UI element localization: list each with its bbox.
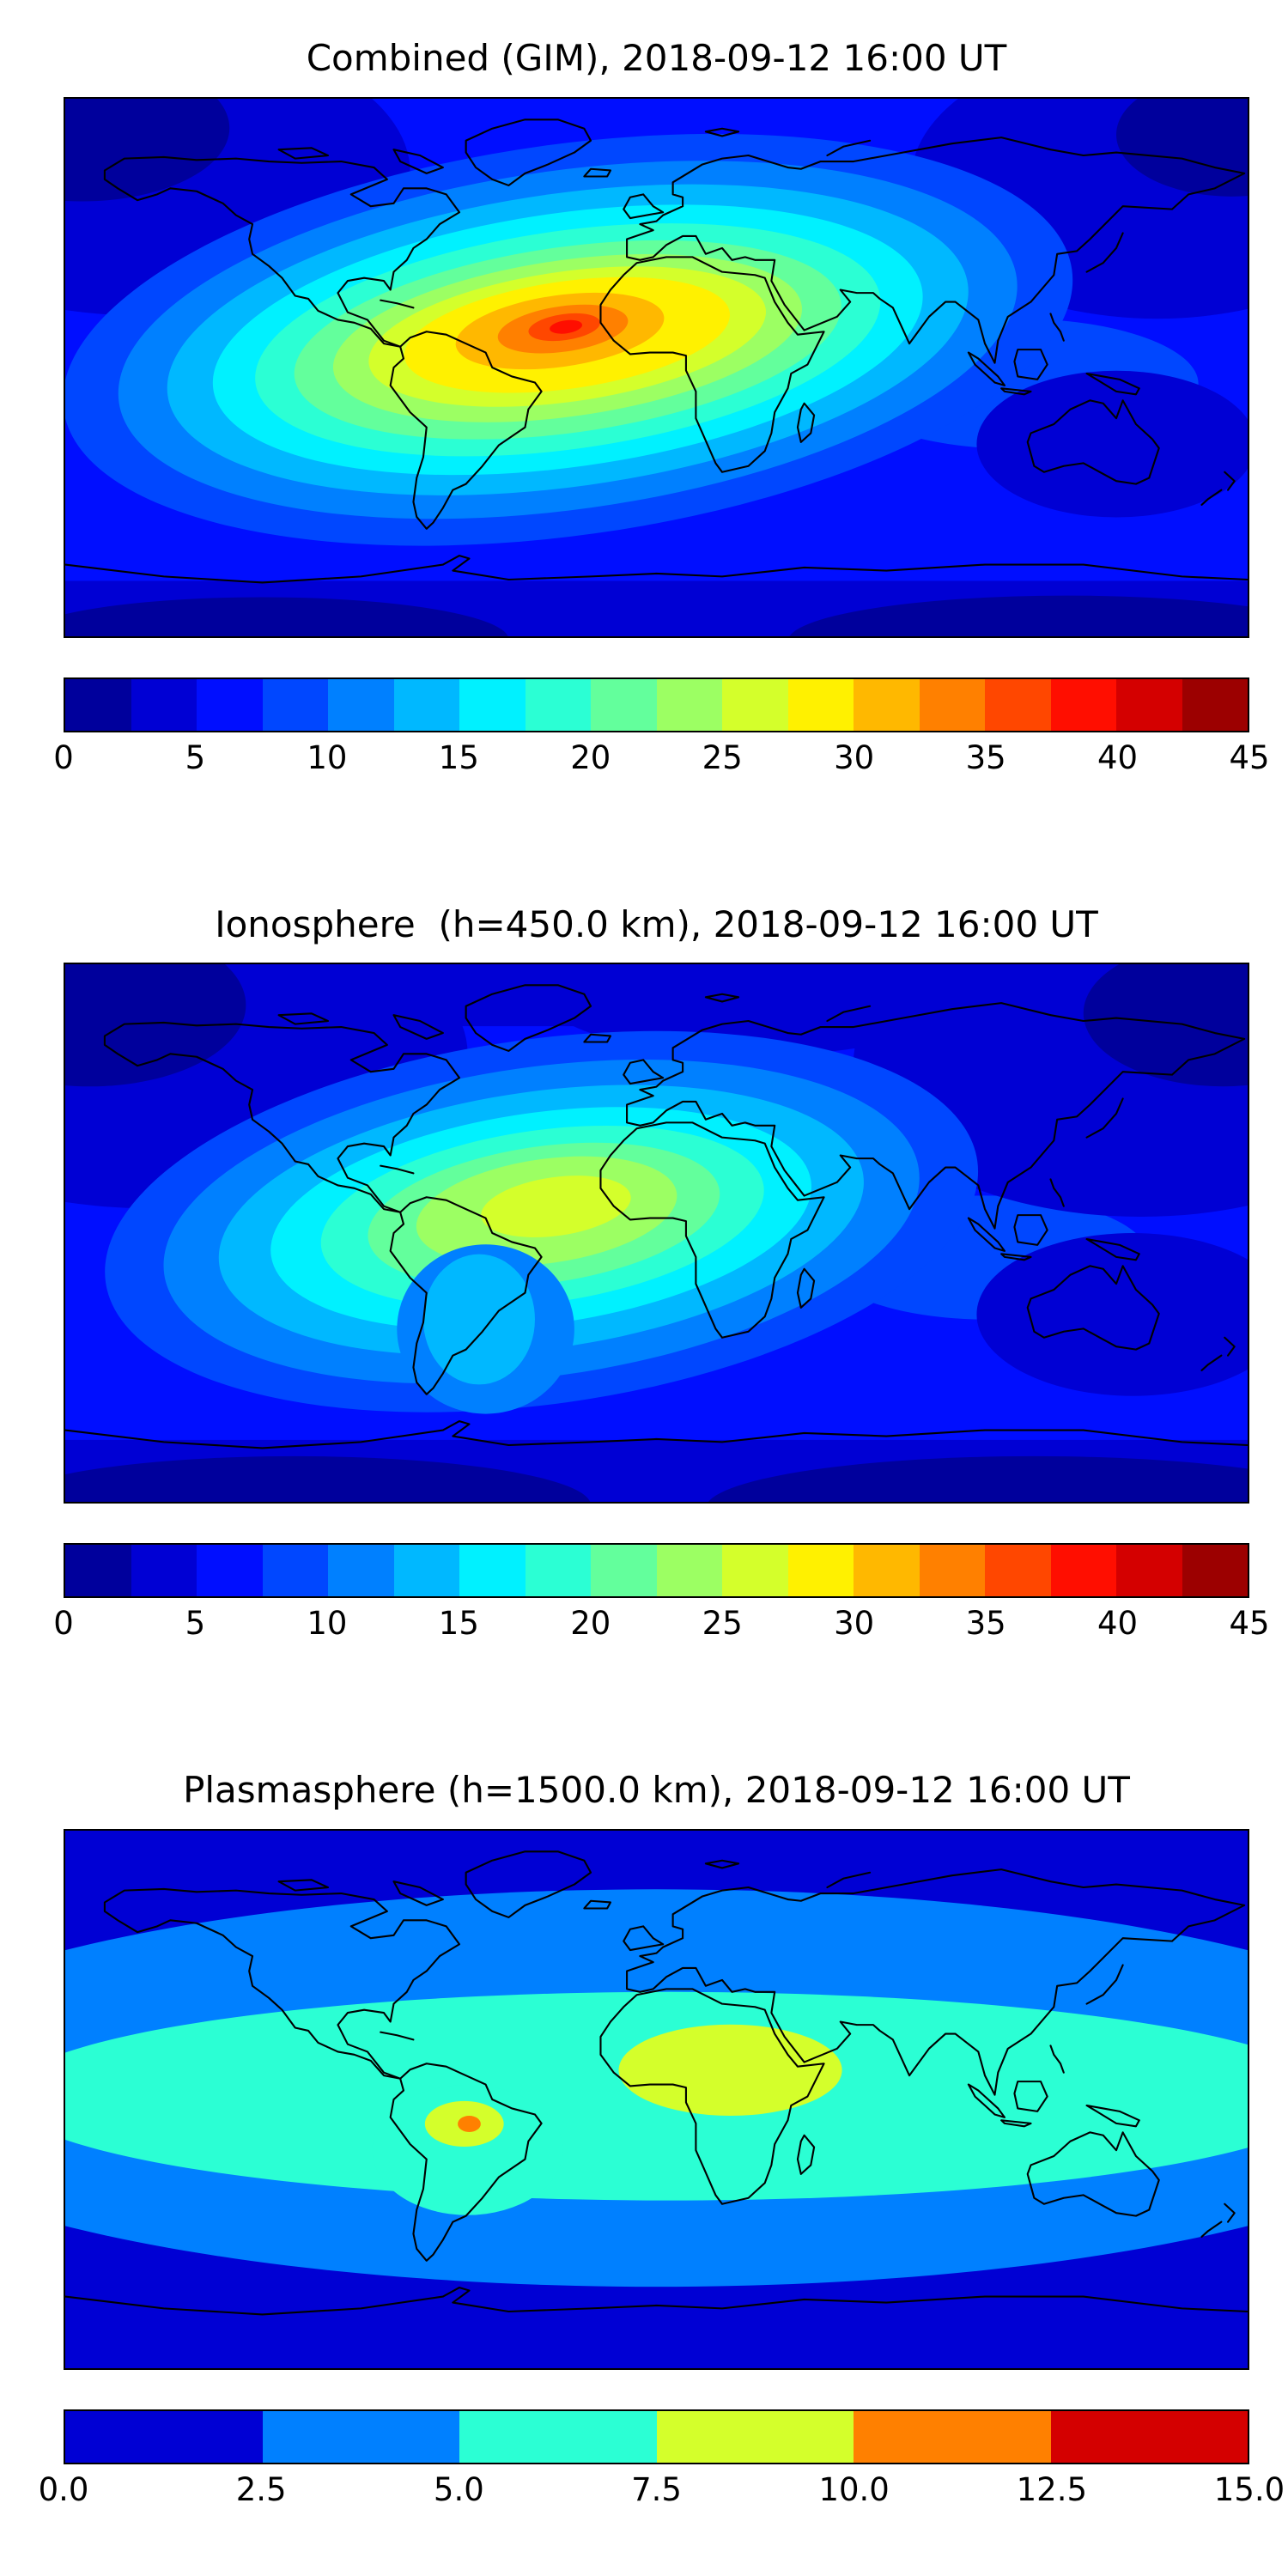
colorbar-segment [459, 2410, 657, 2463]
panel-title-combined: Combined (GIM), 2018-09-12 16:00 UT [306, 37, 1007, 79]
colorbar-tick-label: 35 [965, 738, 1006, 776]
colorbar-tick-label: 30 [834, 738, 875, 776]
map-plasmasphere-svg [65, 1830, 1248, 2368]
figure-page: Combined (GIM), 2018-09-12 16:00 UT [39, 36, 1285, 2514]
colorbar-tick-label: 2.5 [235, 2470, 287, 2508]
colorbar-strip [64, 677, 1249, 732]
colorbar-segment [591, 1545, 657, 1596]
panel-plasmasphere: Plasmasphere (h=1500.0 km), 2018-09-12 1… [39, 1768, 1285, 2514]
colorbar-tick-label: 40 [1097, 738, 1139, 776]
colorbar-segment [262, 678, 328, 731]
colorbar-tick-label: 15 [438, 738, 479, 776]
colorbar-segment [525, 1545, 591, 1596]
panel-ionosphere: Ionosphere (h=450.0 km), 2018-09-12 16:0… [53, 902, 1270, 1649]
colorbar-tick-label: 25 [702, 1605, 743, 1642]
colorbar-tick-label: 40 [1097, 1605, 1139, 1642]
colorbar-tick-label: 5 [185, 1605, 206, 1642]
map-ionosphere-svg [65, 964, 1248, 1502]
colorbar-plasmasphere: 0.0 2.5 5.0 7.5 10.0 12.5 15.0 [39, 2409, 1285, 2514]
colorbar-segment [393, 678, 459, 731]
colorbar-segment [262, 2410, 459, 2463]
colorbar-segment [787, 1545, 854, 1596]
panel-combined: Combined (GIM), 2018-09-12 16:00 UT [53, 36, 1270, 782]
colorbar-segment [459, 678, 526, 731]
colorbar-tick-label: 5 [185, 738, 206, 776]
colorbar-segment [656, 678, 722, 731]
panel-title-ionosphere: Ionosphere (h=450.0 km), 2018-09-12 16:0… [215, 902, 1098, 945]
colorbar-segment [722, 678, 788, 731]
colorbar-segment [591, 678, 657, 731]
colorbar-segment [328, 1545, 394, 1596]
colorbar-tick-row: 0 5 10 15 20 25 30 35 40 45 [53, 738, 1269, 782]
colorbar-tick-label: 15 [438, 1605, 479, 1642]
colorbar-segment [459, 1545, 526, 1596]
colorbar-strip [64, 1543, 1249, 1598]
colorbar-segment [656, 1545, 722, 1596]
colorbar-tick-label: 30 [834, 1605, 875, 1642]
colorbar-tick-label: 0 [53, 738, 74, 776]
map-combined [64, 96, 1249, 638]
colorbar-segment [525, 678, 591, 731]
colorbar-tick-label: 7.5 [631, 2470, 682, 2508]
map-combined-svg [65, 98, 1248, 636]
colorbar-tick-row: 0 5 10 15 20 25 30 35 40 45 [53, 1605, 1269, 1648]
colorbar-segment [919, 678, 985, 731]
colorbar-tick-label: 0 [53, 1605, 74, 1642]
colorbar-segment [328, 678, 394, 731]
colorbar-segment [65, 2410, 263, 2463]
map-ionosphere [64, 963, 1249, 1504]
colorbar-segment [131, 678, 197, 731]
colorbar-segment [1050, 1545, 1116, 1596]
colorbar-segment [393, 1545, 459, 1596]
colorbar-tick-row: 0.0 2.5 5.0 7.5 10.0 12.5 15.0 [39, 2470, 1285, 2514]
colorbar-segment [854, 2410, 1051, 2463]
colorbar-segment [1182, 678, 1248, 731]
colorbar-strip [64, 2409, 1249, 2464]
low-tec-dark-regions [65, 964, 1248, 1502]
colorbar-segment [854, 678, 920, 731]
south-america-tail-bands [397, 1244, 574, 1414]
colorbar-segment [919, 1545, 985, 1596]
colorbar-segment [1116, 1545, 1182, 1596]
colorbar-segment [854, 1545, 920, 1596]
colorbar-tick-label: 10 [307, 1605, 348, 1642]
colorbar-segment [656, 2410, 854, 2463]
colorbar-segment [722, 1545, 788, 1596]
colorbar-segment [1050, 2410, 1248, 2463]
colorbar-segment [131, 1545, 197, 1596]
colorbar-tick-label: 15.0 [1213, 2470, 1285, 2508]
colorbar-tick-label: 10.0 [818, 2470, 890, 2508]
colorbar-segment [262, 1545, 328, 1596]
colorbar-segment [1050, 678, 1116, 731]
colorbar-segment [197, 1545, 263, 1596]
colorbar-tick-label: 10 [307, 738, 348, 776]
colorbar-segment [65, 678, 131, 731]
colorbar-segment [985, 1545, 1051, 1596]
colorbar-segment [787, 678, 854, 731]
colorbar-ionosphere: 0 5 10 15 20 25 30 35 40 45 [53, 1543, 1270, 1648]
colorbar-tick-label: 0.0 [38, 2470, 89, 2508]
colorbar-tick-label: 45 [1229, 738, 1270, 776]
colorbar-tick-label: 5.0 [433, 2470, 484, 2508]
colorbar-segment [1182, 1545, 1248, 1596]
map-plasmasphere [64, 1828, 1249, 2370]
panel-title-plasmasphere: Plasmasphere (h=1500.0 km), 2018-09-12 1… [183, 1769, 1130, 1811]
equatorial-hotspot-bands [65, 133, 1073, 546]
colorbar-segment [197, 678, 263, 731]
colorbar-segment [985, 678, 1051, 731]
colorbar-tick-label: 45 [1229, 1605, 1270, 1642]
colorbar-tick-label: 20 [570, 738, 611, 776]
colorbar-segment [65, 1545, 131, 1596]
colorbar-combined: 0 5 10 15 20 25 30 35 40 45 [53, 677, 1270, 782]
colorbar-tick-label: 12.5 [1016, 2470, 1088, 2508]
enhancement-patches [424, 2024, 842, 2147]
colorbar-segment [1116, 678, 1182, 731]
colorbar-tick-label: 35 [965, 1605, 1006, 1642]
colorbar-tick-label: 25 [702, 738, 743, 776]
colorbar-tick-label: 20 [570, 1605, 611, 1642]
